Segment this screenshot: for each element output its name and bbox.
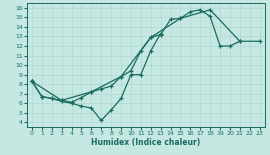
X-axis label: Humidex (Indice chaleur): Humidex (Indice chaleur): [91, 138, 200, 147]
